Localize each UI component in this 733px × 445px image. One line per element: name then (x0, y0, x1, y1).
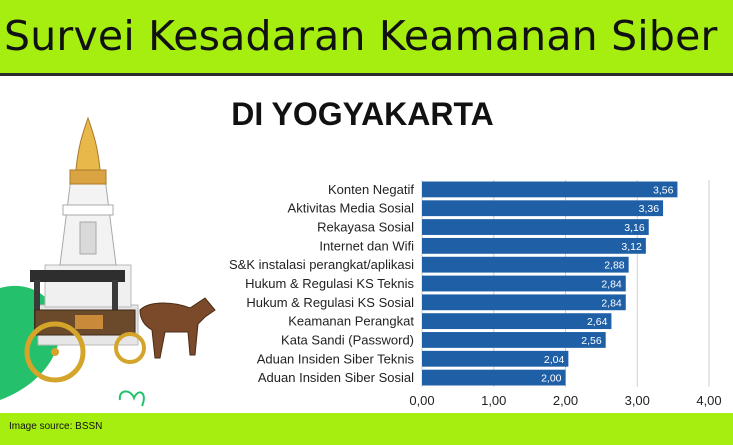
bar (422, 237, 646, 254)
bar-value-label: 2,00 (541, 373, 562, 385)
bar (422, 369, 566, 386)
carriage-wheel (114, 332, 146, 364)
image-source: Image source: BSSN (9, 421, 103, 432)
x-tick-label: 2,00 (553, 393, 578, 408)
category-label: S&K instalasi perangkat/aplikasi (229, 257, 414, 272)
category-label: Aktivitas Media Sosial (288, 201, 415, 216)
monument-spire (75, 116, 101, 171)
category-label: Aduan Insiden Siber Teknis (257, 351, 415, 366)
bar (422, 181, 678, 198)
bar (422, 219, 649, 235)
title-banner: Survei Kesadaran Keamanan Siber (0, 0, 733, 76)
carriage-post (34, 280, 40, 330)
carriage-wheel (24, 321, 86, 383)
tugu-andong-illustration (0, 116, 216, 407)
page-subtitle: DI YOGYAKARTA (0, 96, 733, 133)
x-tick-label: 1,00 (481, 393, 506, 408)
bar-value-label: 2,64 (587, 316, 608, 328)
category-labels: Konten Negatif Aktivitas Media Sosial Reka… (229, 182, 414, 385)
wheel-hub (51, 348, 59, 356)
bar-value-label: 2,56 (581, 335, 602, 347)
carriage-roof (30, 270, 125, 282)
bar-value-label: 2,84 (601, 279, 622, 291)
x-tick-labels: 0,00 1,00 2,00 3,00 4,00 (409, 393, 721, 408)
bar (422, 275, 626, 292)
monument-ring (62, 204, 114, 216)
bar-value-label: 3,16 (624, 222, 645, 234)
bar (422, 332, 606, 348)
decor-swirl (118, 390, 145, 407)
category-label: Hukum & Regulasi KS Sosial (246, 295, 414, 310)
x-tick-label: 0,00 (409, 393, 434, 408)
bar-value-label: 3,12 (621, 241, 642, 253)
category-label: Hukum & Regulasi KS Teknis (245, 276, 414, 291)
x-tick-label: 4,00 (696, 393, 721, 408)
bar-value-label: 3,36 (639, 203, 660, 215)
source-banner: Image source: BSSN (0, 413, 733, 445)
bar (422, 200, 664, 217)
bar-value-label: 2,88 (604, 260, 625, 272)
bar (422, 313, 612, 330)
category-label: Keamanan Perangkat (288, 314, 414, 329)
x-tick-label: 3,00 (625, 393, 650, 408)
bar (422, 350, 569, 367)
page-title: Survei Kesadaran Keamanan Siber (4, 12, 718, 60)
carriage-post (112, 280, 118, 325)
category-label: Konten Negatif (328, 182, 414, 197)
category-label: Aduan Insiden Siber Sosial (258, 370, 414, 385)
category-label: Kata Sandi (Password) (281, 332, 414, 347)
category-label: Internet dan Wifi (319, 238, 414, 253)
bar (422, 294, 626, 311)
horse (139, 297, 216, 359)
bar (422, 256, 629, 273)
bar-value-label: 2,04 (544, 354, 565, 366)
bar-value-label: 2,84 (601, 297, 622, 309)
subtitle-text: DI YOGYAKARTA (231, 96, 494, 132)
category-label: Rekayasa Sosial (317, 220, 414, 235)
chart-bars: 3,56 3,36 3,16 3,12 2,88 2,84 2,84 2,64 2,56 2,04… (422, 181, 678, 386)
carriage-seat (75, 315, 103, 329)
bar-value-label: 3,56 (653, 184, 674, 196)
monument-door (79, 221, 97, 255)
